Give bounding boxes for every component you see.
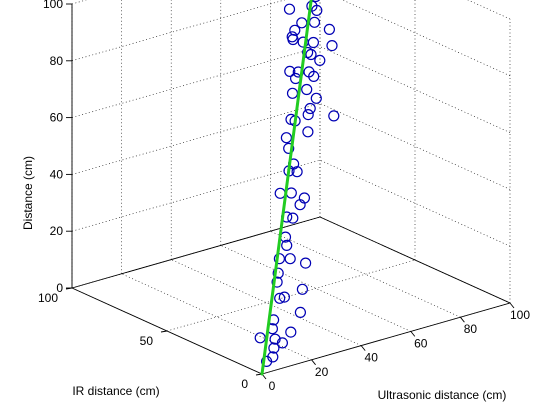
data-point (285, 187, 297, 199)
y-tick-mark (160, 330, 168, 333)
x-tick-mark (311, 359, 316, 366)
data-point (302, 108, 314, 121)
data-point (310, 92, 322, 104)
y-tick-label: 50 (140, 334, 154, 348)
data-point (280, 132, 292, 144)
data-point (304, 102, 316, 115)
data-point (284, 253, 296, 265)
side-wall-grid-line (467, 0, 511, 20)
data-point (274, 187, 286, 199)
axes (71, 4, 511, 375)
z-tick-label: 40 (50, 167, 64, 181)
data-point (269, 333, 281, 345)
scatter-series (254, 0, 340, 367)
data-point (294, 199, 306, 211)
data-point (302, 46, 314, 59)
data-point (296, 283, 308, 295)
fit-line (260, 0, 313, 376)
floor-grid-line (270, 230, 461, 318)
data-point (254, 332, 266, 344)
z-axis-label: Distance (cm) (21, 156, 35, 230)
z-tick-label: 20 (50, 224, 64, 238)
data-point (286, 87, 299, 99)
x-tick-mark (509, 302, 515, 309)
y-tick-label: 0 (241, 377, 248, 391)
z-tick-label: 80 (50, 54, 64, 68)
data-point (268, 342, 280, 354)
data-point (271, 276, 283, 288)
data-point (314, 54, 326, 67)
data-point (302, 126, 314, 138)
x-tick-label: 80 (464, 322, 478, 336)
data-point (287, 33, 299, 46)
back-wall-grid-line (71, 0, 88, 5)
floor-edge-line (319, 216, 511, 304)
y-axis-label: IR distance (cm) (72, 384, 159, 398)
data-point (291, 166, 303, 178)
data-point (328, 110, 340, 122)
fit-line-group (260, 0, 313, 376)
x-tick-label: 60 (414, 336, 428, 350)
x-tick-mark (360, 345, 366, 351)
back-wall-grid-line (71, 159, 321, 232)
data-point (300, 257, 312, 269)
z-tick-label: 60 (50, 111, 64, 125)
data-point (323, 23, 335, 35)
data-point (272, 267, 284, 279)
data-point (294, 306, 306, 318)
y-tick-label: 100 (38, 291, 58, 305)
back-wall-grid-line (71, 0, 286, 62)
x-tick-label: 100 (510, 308, 530, 322)
data-point (284, 65, 296, 78)
back-wall-grid-line (71, 46, 321, 118)
back-wall-grid-line (71, 103, 321, 175)
data-point (307, 36, 319, 49)
x-tick-mark (460, 316, 465, 323)
data-point (273, 253, 285, 265)
x-tick-label: 0 (269, 379, 276, 393)
data-point (281, 239, 293, 251)
x-axis-label: Ultrasonic distance (cm) (378, 388, 507, 402)
x-tick-mark (410, 331, 416, 337)
x-tick-label: 20 (315, 365, 329, 379)
data-point (292, 66, 304, 78)
data-point (283, 3, 296, 15)
data-point (278, 291, 290, 303)
data-point (261, 355, 273, 367)
data-point (283, 142, 295, 154)
floor-back-edge-line (71, 216, 321, 289)
data-point (308, 16, 321, 28)
z-tick-label: 0 (56, 281, 63, 295)
floor-grid-line (166, 259, 416, 332)
data-point (287, 212, 299, 224)
data-point (301, 83, 313, 96)
data-point (274, 292, 286, 304)
data-point (297, 36, 309, 48)
data-point (296, 17, 308, 29)
data-point (285, 326, 297, 338)
data-point (311, 0, 321, 3)
data-point (276, 337, 288, 349)
data-point (326, 39, 338, 52)
data-point (303, 66, 315, 78)
x-axis-line (261, 302, 511, 375)
x-tick-label: 40 (365, 351, 379, 365)
z-tick-label: 100 (43, 0, 63, 11)
